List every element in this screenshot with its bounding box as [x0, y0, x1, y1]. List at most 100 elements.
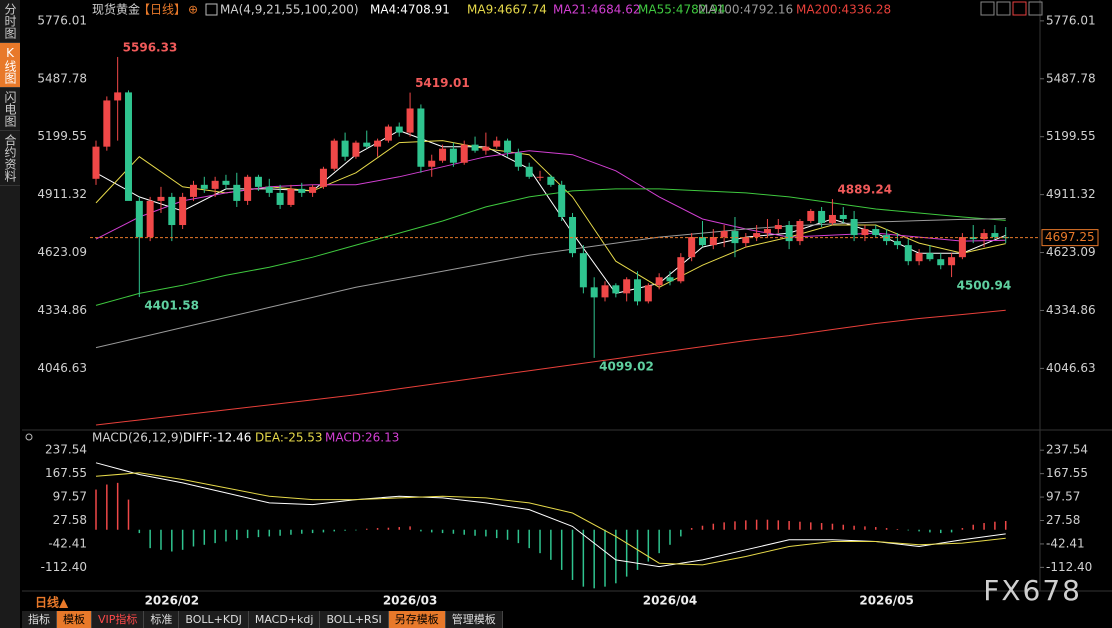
sidebar: 分时图 K线图 闪电图 合约资料 — [0, 0, 20, 628]
toolbar-button[interactable]: MACD+kdj — [248, 611, 321, 628]
candle-body — [926, 253, 934, 260]
indicator: MA(4,9,21,55,100,200) — [220, 3, 359, 17]
window-icons — [980, 1, 1043, 16]
candle-body — [428, 160, 436, 167]
y-tick-label: 4911.32 — [1046, 187, 1096, 201]
price-annotation: 4500.94 — [957, 279, 1012, 293]
candle-body — [341, 140, 349, 157]
y-tick-label: 5487.78 — [37, 71, 87, 85]
candle-body — [644, 285, 652, 302]
legend-entry: MA9:4667.74 — [467, 3, 547, 17]
line — [95, 188, 1006, 306]
candle-body — [449, 148, 457, 163]
price-label: 4697.25 — [1045, 230, 1095, 244]
candle-body — [861, 229, 869, 236]
y-tick-label: 5487.78 — [1046, 71, 1096, 85]
candle-body — [124, 92, 132, 201]
candle-body — [828, 214, 836, 224]
candle-body — [233, 184, 241, 201]
legend-entry: MA4:4708.91 — [370, 3, 450, 17]
y-tick-label: 5199.55 — [37, 129, 87, 143]
candle-body — [763, 229, 771, 234]
y-tick-label: -112.40 — [41, 560, 87, 574]
candle-body — [460, 144, 468, 163]
sidebar-tab[interactable]: 分时图 — [0, 0, 20, 43]
candle-body — [601, 285, 609, 298]
period: 【日线】 — [138, 3, 186, 17]
candle-body — [504, 140, 512, 153]
y-tick-label: 5776.01 — [37, 13, 87, 27]
candle-body — [406, 108, 414, 133]
period-button[interactable]: 日线▲ — [35, 595, 69, 610]
toolbar-button[interactable]: 另存模板 — [388, 611, 446, 628]
y-tick-label: 4046.63 — [37, 361, 87, 375]
candle-body — [742, 237, 750, 244]
watermark: FX678 — [983, 574, 1082, 607]
y-tick-label: -42.41 — [48, 536, 87, 550]
candle-body — [536, 176, 544, 178]
y-tick-label: 4911.32 — [37, 187, 87, 201]
macd-title: MACD(26,12,9) — [92, 431, 183, 445]
toolbar-button[interactable]: BOLL+RSI — [320, 611, 389, 628]
y-tick-label: -112.40 — [1046, 560, 1092, 574]
candle-body — [146, 200, 154, 238]
toolbar-button[interactable]: BOLL+KDJ — [179, 611, 249, 628]
candle-body — [872, 229, 880, 236]
candle-body — [211, 180, 219, 189]
candle-body — [189, 184, 197, 197]
icon[interactable] — [1012, 1, 1027, 16]
toolbar-button[interactable]: 管理模板 — [445, 611, 503, 628]
icon[interactable] — [1028, 1, 1043, 16]
candle-body — [980, 233, 988, 240]
legend-entry: MA200:4336.28 — [796, 3, 891, 17]
candle-body — [417, 108, 425, 167]
x-tick-label: 2026/05 — [859, 594, 913, 608]
toolbar-button[interactable]: 指标 — [22, 611, 57, 628]
y-tick-label: 167.55 — [1046, 466, 1088, 480]
candle-body — [200, 184, 208, 189]
x-tick-label: 2026/03 — [383, 594, 437, 608]
candle-body — [298, 188, 306, 193]
icon[interactable] — [996, 1, 1011, 16]
candle-body — [319, 168, 327, 187]
candle-body — [634, 279, 641, 302]
candle-body — [384, 126, 392, 141]
icon[interactable] — [980, 1, 995, 16]
candle-body — [850, 219, 858, 236]
toolbar-button[interactable]: 标准 — [144, 611, 180, 628]
panel-icon[interactable] — [25, 433, 33, 441]
y-tick-label: 4046.63 — [1046, 361, 1096, 375]
candle-body — [179, 196, 187, 226]
x-tick-label: 2026/04 — [643, 594, 697, 608]
candle-body — [698, 237, 706, 246]
candle-body — [709, 237, 717, 246]
sidebar-tab[interactable]: 合约资料 — [0, 131, 20, 186]
candle-body — [569, 216, 577, 254]
candle-body — [969, 237, 977, 240]
sidebar-tab[interactable]: 闪电图 — [0, 88, 20, 131]
candle-body — [254, 176, 262, 187]
sidebar-tab[interactable]: K线图 — [0, 43, 20, 88]
y-tick-label: 27.58 — [1046, 513, 1080, 527]
price-annotation: 4099.02 — [599, 359, 654, 373]
candle-body — [374, 140, 382, 147]
toolbar-button[interactable]: VIP指标 — [92, 611, 145, 628]
candle-body — [244, 176, 252, 201]
candle-body — [904, 245, 912, 262]
line — [95, 140, 1006, 288]
y-tick-label: 4334.86 — [37, 303, 87, 317]
candle-body — [677, 257, 685, 282]
candle-body — [525, 166, 533, 177]
candle-body — [352, 142, 360, 157]
line — [95, 462, 1006, 568]
toolbar-button[interactable]: 模板 — [57, 611, 92, 628]
candle-body — [818, 210, 826, 224]
line — [95, 309, 1006, 426]
candle-body — [276, 192, 284, 205]
candle-body — [948, 257, 956, 266]
indicator-icon[interactable] — [205, 3, 218, 16]
add-icon[interactable]: ⊕ — [188, 3, 198, 17]
candle-body — [590, 287, 598, 298]
candle-body — [168, 196, 176, 226]
candle-body — [395, 126, 403, 133]
